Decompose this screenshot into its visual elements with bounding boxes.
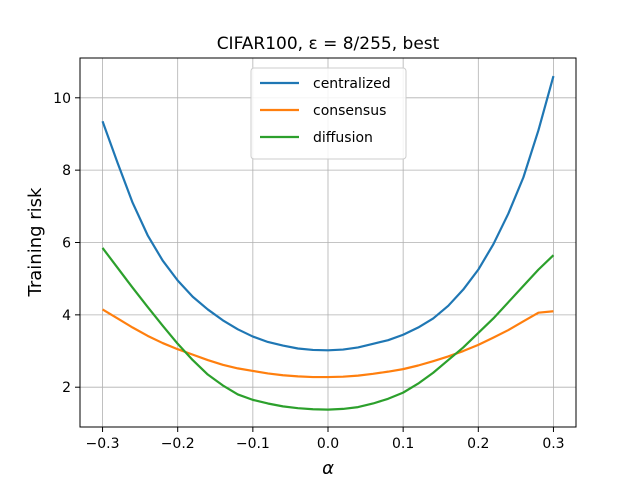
series-line-diffusion	[101, 247, 555, 411]
x-tick-label: −0.1	[236, 436, 270, 452]
legend-label-diffusion: diffusion	[313, 130, 373, 146]
legend-label-centralized: centralized	[313, 76, 391, 92]
x-tick-label: 0.2	[467, 436, 489, 452]
y-tick-label: 10	[53, 91, 71, 107]
legend-label-consensus: consensus	[313, 103, 386, 119]
x-tick-label: −0.3	[86, 436, 120, 452]
y-tick-label: 6	[62, 236, 71, 252]
y-axis-label: Training risk	[25, 187, 46, 298]
y-tick-label: 4	[62, 308, 71, 324]
x-axis-label: α	[322, 458, 334, 479]
x-tick-label: −0.2	[161, 436, 195, 452]
y-axis-ticks: 2 4 6 8 10	[53, 91, 80, 396]
x-tick-label: 0.3	[542, 436, 564, 452]
series-line-centralized	[101, 75, 555, 352]
chart-title: CIFAR100, ε = 8/255, best	[217, 34, 440, 54]
series-lines	[101, 75, 555, 411]
x-tick-label: 0.0	[317, 436, 339, 452]
x-axis-ticks: −0.3 −0.2 −0.1 0.0 0.1 0.2 0.3	[86, 427, 565, 452]
x-tick-label: 0.1	[392, 436, 414, 452]
y-tick-label: 8	[62, 163, 71, 179]
legend: centralized consensus diffusion	[250, 67, 407, 160]
y-tick-label: 2	[62, 380, 71, 396]
series-line-consensus	[101, 308, 554, 379]
